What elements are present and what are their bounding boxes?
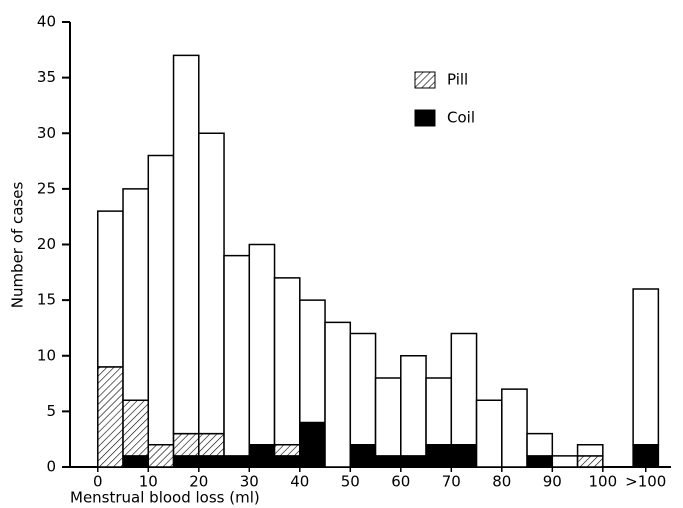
legend-label: Pill (447, 71, 468, 89)
bar-segment (632, 444, 660, 468)
x-tick-label: 30 (240, 473, 259, 491)
y-tick-label: 15 (37, 291, 56, 309)
legend-swatch (414, 109, 436, 127)
y-tick-label: 25 (37, 179, 56, 197)
bar-segment (248, 444, 276, 468)
bar-segment (576, 444, 604, 457)
x-tick-label: 70 (442, 473, 461, 491)
bar-segment (122, 399, 150, 457)
y-tick-label: 0 (46, 458, 56, 476)
bar-segment (248, 243, 276, 446)
bar-segment (223, 254, 251, 457)
bar-segment (425, 444, 453, 468)
legend-swatch (414, 71, 436, 89)
y-tick-label: 5 (46, 402, 56, 420)
y-tick-label: 35 (37, 68, 56, 86)
bar-segment (172, 455, 200, 468)
bar-segment (526, 455, 554, 468)
bar-segment (122, 455, 150, 468)
bar-segment (526, 432, 554, 457)
bar-segment (400, 355, 427, 457)
bar-segment (97, 210, 124, 368)
bar-segment (374, 455, 402, 468)
bar-segment (349, 444, 377, 468)
bar-segment (198, 132, 225, 435)
bar-segment (324, 321, 352, 468)
x-tick-label: 100 (588, 473, 617, 491)
bar-segment (576, 455, 604, 468)
bar-segment (198, 432, 225, 457)
y-tick-label: 40 (37, 13, 56, 31)
bar-segment (450, 444, 478, 468)
x-tick-label: 50 (341, 473, 360, 491)
x-tick-label: 0 (93, 473, 103, 491)
bar-segment (198, 455, 225, 468)
bar-segment (400, 455, 427, 468)
bar-segment (299, 299, 326, 424)
bar-segment (172, 54, 200, 435)
x-axis-label: Menstrual blood loss (ml) (70, 489, 260, 507)
x-tick-label: 10 (139, 473, 158, 491)
x-tick-label: 60 (391, 473, 410, 491)
bar-segment (501, 388, 528, 468)
bar-segment (475, 399, 503, 468)
bar-segment (273, 455, 301, 468)
bar-segment (147, 444, 175, 468)
x-tick-label: 80 (492, 473, 511, 491)
bar-segment (97, 366, 124, 468)
bar-segment (425, 377, 453, 446)
x-tick-label: 20 (189, 473, 208, 491)
x-tick-label: >100 (625, 473, 666, 491)
bar-segment (147, 154, 175, 446)
y-axis-label: Number of cases (9, 182, 27, 309)
bar-segment (223, 455, 251, 468)
y-tick-label: 10 (37, 346, 56, 364)
y-tick-label: 20 (37, 235, 56, 253)
bar-segment (299, 421, 326, 468)
bar-segment (374, 377, 402, 457)
bar-segment (273, 277, 301, 446)
x-tick-label: 90 (543, 473, 562, 491)
bar-segment (172, 432, 200, 457)
legend-label: Coil (447, 109, 475, 127)
bar-segment (273, 444, 301, 457)
x-tick-label: 40 (290, 473, 309, 491)
bar-segment (632, 288, 660, 446)
bar-segment (122, 188, 150, 401)
y-tick-label: 30 (37, 124, 56, 142)
bar-segment (450, 332, 478, 446)
bar-segment (349, 332, 377, 446)
bar-segment (551, 455, 579, 468)
